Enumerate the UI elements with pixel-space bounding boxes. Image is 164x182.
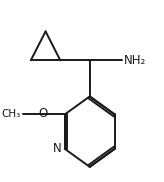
Text: N: N <box>53 142 62 155</box>
Text: NH₂: NH₂ <box>123 54 146 67</box>
Text: O: O <box>38 107 47 120</box>
Text: CH₃: CH₃ <box>1 110 20 119</box>
